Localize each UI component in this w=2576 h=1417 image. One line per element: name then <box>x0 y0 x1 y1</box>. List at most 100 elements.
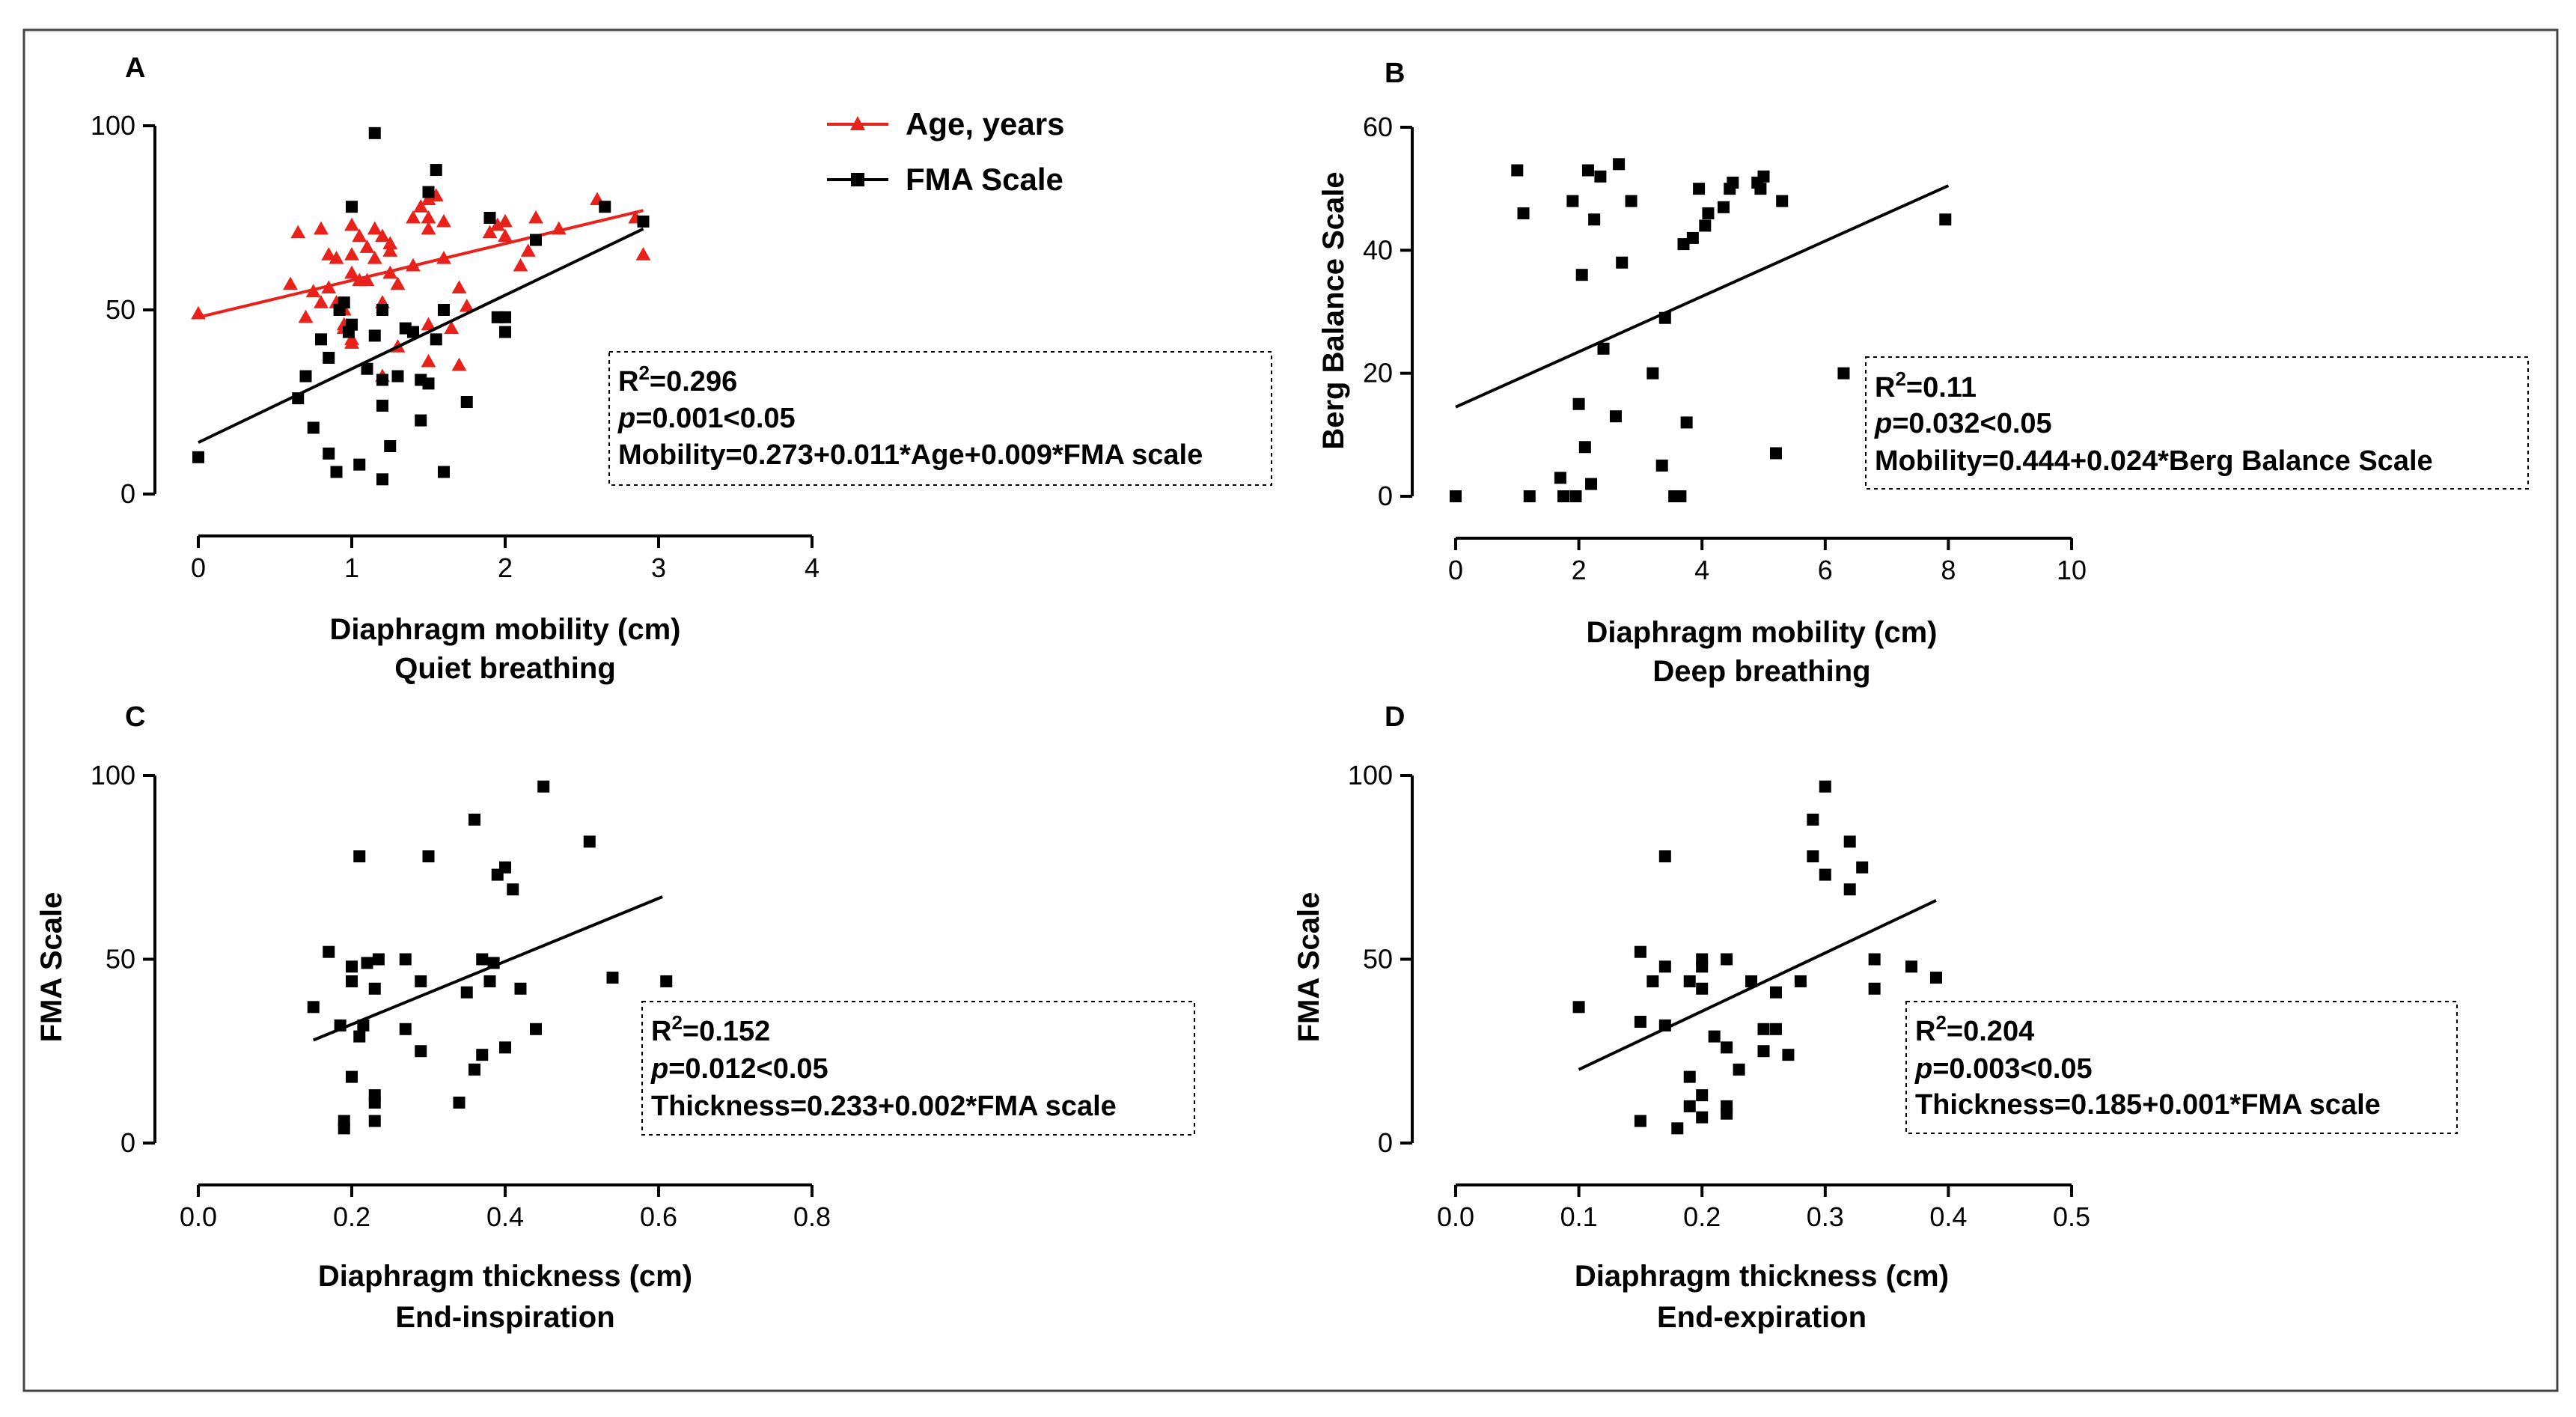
legend-entry-fma: FMA Scale <box>827 162 1063 197</box>
y-axis-title-c: FMA Scale <box>35 892 68 1043</box>
p-value-text-c: p=0.012<0.05 <box>650 1053 828 1085</box>
data-point-square-c <box>338 1115 350 1127</box>
data-point-square-c <box>487 957 500 969</box>
x-axis-title-a: Diaphragm mobility (cm) <box>330 613 681 646</box>
data-point-square-d <box>1769 986 1782 999</box>
data-point-triangle-a <box>482 225 498 239</box>
data-point-square-d <box>1807 813 1819 826</box>
data-point-triangle-a <box>329 251 344 264</box>
data-point-square-c <box>468 1063 480 1076</box>
data-point-square-d <box>1819 868 1831 881</box>
data-point-square-d <box>1572 1001 1585 1014</box>
data-point-square-d <box>1634 945 1646 958</box>
x-axis-subtitle-d: End-expiration <box>1657 1301 1867 1334</box>
data-point-square-c <box>353 850 366 863</box>
data-point-square-a <box>415 414 427 427</box>
x-axis-title-b: Diaphragm mobility (cm) <box>1587 616 1938 649</box>
x-axis-subtitle-a: Quiet breathing <box>394 652 616 685</box>
plot-area-b: 0 20 40 60 0 2 4 6 8 10 <box>1363 112 2087 585</box>
data-point-triangle-a <box>489 217 505 231</box>
data-point-square-a <box>422 186 435 198</box>
data-point-square-d <box>1658 960 1671 973</box>
data-point-triangle-a <box>382 236 398 249</box>
y-tick-label-d: 100 <box>1348 760 1393 790</box>
data-point-square-b <box>1677 238 1690 251</box>
data-point-square-b <box>1450 490 1462 502</box>
data-point-square-c <box>334 1019 347 1031</box>
y-tick-label-c: 0 <box>120 1127 135 1158</box>
x-tick-label-a: 1 <box>344 552 359 583</box>
x-tick-label-c: 0.4 <box>486 1201 524 1232</box>
data-point-triangle-a <box>421 210 436 224</box>
data-point-square-b <box>1655 459 1668 472</box>
x-tick-label-b: 2 <box>1572 555 1587 585</box>
x-tick-label-a: 2 <box>498 552 513 583</box>
plot-area-a: 0 50 100 0 1 2 3 4 <box>91 110 820 583</box>
data-point-square-a <box>330 466 343 478</box>
data-point-square-d <box>1745 975 1758 987</box>
data-point-square-c <box>660 975 673 987</box>
data-point-square-a <box>422 377 435 390</box>
x-tick-label-b: 4 <box>1694 555 1709 585</box>
equation-text-a: Mobility=0.273+0.011*Age+0.009*FMA scale <box>618 439 1203 471</box>
data-point-square-b <box>1769 447 1782 460</box>
data-point-triangle-a <box>344 247 359 260</box>
p-value-text-d: p=0.003<0.05 <box>1914 1053 2093 1085</box>
data-point-square-c <box>323 945 335 958</box>
data-point-square-a <box>292 392 305 405</box>
data-point-square-b <box>1578 441 1591 454</box>
data-point-triangle-a <box>413 199 429 213</box>
y-tick-label-b: 40 <box>1363 234 1393 265</box>
data-point-square-b <box>1754 183 1767 195</box>
stats-box-a: R2=0.296 p=0.001<0.05 Mobility=0.273+0.0… <box>608 351 1272 486</box>
data-point-square-a <box>323 351 335 364</box>
data-point-square-b <box>1702 207 1715 220</box>
data-point-square-c <box>514 982 527 995</box>
panel-a: A 0 50 100 0 1 2 3 4 Diaphragm mobility (cm) Qu… <box>91 52 1272 685</box>
data-point-square-c <box>468 813 480 826</box>
fit-line-a-age-years <box>198 209 644 319</box>
data-point-square-c <box>346 975 358 987</box>
data-point-square-b <box>1616 256 1629 269</box>
data-point-square-b <box>1597 342 1610 355</box>
data-point-triangle-a <box>451 357 467 371</box>
data-point-triangle-a <box>459 299 474 312</box>
data-point-square-d <box>1696 1089 1709 1102</box>
data-point-square-b <box>1575 269 1588 281</box>
data-point-square-d <box>1733 1063 1745 1076</box>
data-point-square-c <box>368 1089 381 1102</box>
data-point-square-a <box>368 127 381 139</box>
data-point-square-c <box>499 861 511 874</box>
legend-entry-age: Age, years <box>827 106 1064 141</box>
data-point-square-c <box>460 986 473 999</box>
y-tick-label-c: 50 <box>106 944 135 975</box>
data-point-square-a <box>384 440 397 453</box>
p-value-text-b: p=0.032<0.05 <box>1874 408 2052 439</box>
y-tick-label-a: 0 <box>120 478 135 509</box>
data-point-square-b <box>1757 170 1770 183</box>
x-tick-label-d: 0.5 <box>2053 1201 2090 1232</box>
data-point-square-c <box>346 1070 358 1083</box>
data-point-triangle-a <box>314 221 329 235</box>
data-point-triangle-a <box>406 258 421 272</box>
stats-box-b: R2=0.11 p=0.032<0.05 Mobility=0.444+0.02… <box>1865 356 2529 490</box>
data-point-square-d <box>1671 1122 1684 1135</box>
data-point-square-c <box>507 883 519 896</box>
data-point-square-a <box>346 318 358 331</box>
data-point-square-d <box>1782 1049 1795 1061</box>
fit-line-a-fma-scale <box>198 227 644 444</box>
data-point-square-b <box>1609 410 1622 423</box>
data-point-square-d <box>1634 1015 1646 1028</box>
x-tick-label-d: 0.0 <box>1437 1201 1474 1232</box>
x-tick-label-a: 0 <box>191 552 206 583</box>
data-point-square-d <box>1807 850 1819 863</box>
data-point-square-b <box>1572 397 1585 410</box>
x-tick-label-a: 3 <box>651 552 666 583</box>
data-point-square-b <box>1718 201 1730 213</box>
data-point-square-b <box>1588 213 1601 226</box>
data-point-triangle-a <box>375 228 390 243</box>
data-point-triangle-a <box>191 305 206 320</box>
data-point-square-c <box>476 1049 489 1061</box>
legend-square-marker <box>851 173 864 186</box>
data-point-square-a <box>299 370 312 383</box>
